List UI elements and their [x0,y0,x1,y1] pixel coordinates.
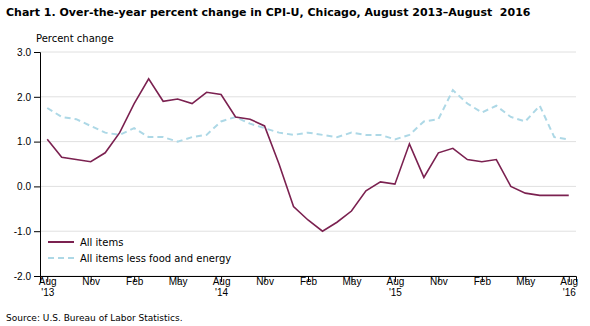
x-tick-label: Nov [430,276,448,287]
legend-label: All items less food and energy [80,253,231,264]
grid-line [40,52,576,53]
x-axis: Aug'13NovFebMayAug'14NovFebMayAug'15NovF… [39,276,578,298]
x-tick-label-line: Nov [430,276,448,287]
y-axis-line [34,53,41,277]
x-tick-label: May [516,276,535,287]
x-tick-label: Feb [300,276,318,287]
x-tick-label-line: Aug [560,276,578,287]
y-tick-mark [34,97,40,98]
x-tick-label-line: Aug [213,276,231,287]
x-tick: Nov [430,276,448,287]
lines [47,79,569,231]
x-tick-label: Aug'15 [387,276,405,298]
x-tick: Nov [256,276,274,287]
x-tick-label: May [169,276,188,287]
y-tick: 3.0 [17,47,40,58]
legend-swatch [48,241,74,243]
y-tick-mark [34,52,40,53]
grid-line [40,96,576,97]
y-tick-mark [34,142,40,143]
x-tick-label-line: '13 [41,287,54,298]
x-tick-label: Aug'14 [213,276,231,298]
x-tick: Nov [82,276,100,287]
x-tick-label-line: '16 [563,287,576,298]
y-tick: 0.0 [17,181,40,192]
legend-item: All items less food and energy [48,253,231,264]
series-line [47,90,569,142]
x-tick: Aug'13 [39,276,57,298]
y-tick-label: 1.0 [17,136,31,147]
y-tick-label: 2.0 [17,92,31,103]
x-tick-label: Aug'16 [560,276,578,298]
x-tick-label-line: May [343,276,362,287]
x-tick-label: Nov [256,276,274,287]
x-tick: Aug'15 [387,276,405,298]
x-tick-label: Aug'13 [39,276,57,298]
x-tick-label: Feb [474,276,492,287]
x-tick-label: May [343,276,362,287]
title: Chart 1. Over-the-year percent change in… [6,6,531,19]
y-tick: -2.0 [14,271,40,282]
x-tick-label-line: May [169,276,188,287]
source: Source: U.S. Bureau of Labor Statistics. [6,313,183,323]
y-tick: -1.0 [14,226,40,237]
x-tick-label-line: Feb [474,276,492,287]
x-tick-label-line: Aug [39,276,57,287]
y-tick-label: -1.0 [14,226,32,237]
series-line [47,79,569,231]
x-tick: Feb [474,276,492,287]
y-tick-mark [34,231,40,232]
x-tick-label-line: '15 [389,287,402,298]
x-tick-label: Nov [82,276,100,287]
x-tick: Aug'16 [560,276,578,298]
x-tick-label-line: '14 [215,287,228,298]
y-tick-label: 0.0 [17,181,31,192]
x-tick-label-line: Feb [126,276,144,287]
plot: -2.0-1.00.01.02.03.0Aug'13NovFebMayAug'1… [14,47,578,298]
legend-swatch [48,257,74,259]
x-tick-label-line: Nov [82,276,100,287]
legend: All items All items less food and energy [48,237,231,264]
legend-label: All items [80,237,123,248]
legend-item: All items [48,237,123,248]
x-tick-label: Feb [126,276,144,287]
y-tick: 2.0 [17,92,40,103]
x-tick-label-line: May [516,276,535,287]
x-tick-label-line: Feb [300,276,318,287]
x-tick: May [169,276,188,287]
x-tick: Feb [300,276,318,287]
x-tick: Feb [126,276,144,287]
y-tick-label: -2.0 [14,271,32,282]
grid-line [40,186,576,187]
grid [40,52,576,276]
x-tick: May [343,276,362,287]
grid-line [40,231,576,232]
y-label: Percent change [36,33,114,44]
x-tick-label-line: Nov [256,276,274,287]
x-tick: May [516,276,535,287]
y-axis: -2.0 -1.0 0.0 1.0 2.0 3.0 [14,47,41,282]
y-tick: 1.0 [17,136,40,147]
y-tick-label: 3.0 [17,47,31,58]
x-tick: Aug'14 [213,276,231,298]
grid-line [40,141,576,142]
x-tick-label-line: Aug [387,276,405,287]
y-tick-mark [34,186,40,187]
chart: Chart 1. Over-the-year percent change in… [0,0,590,326]
